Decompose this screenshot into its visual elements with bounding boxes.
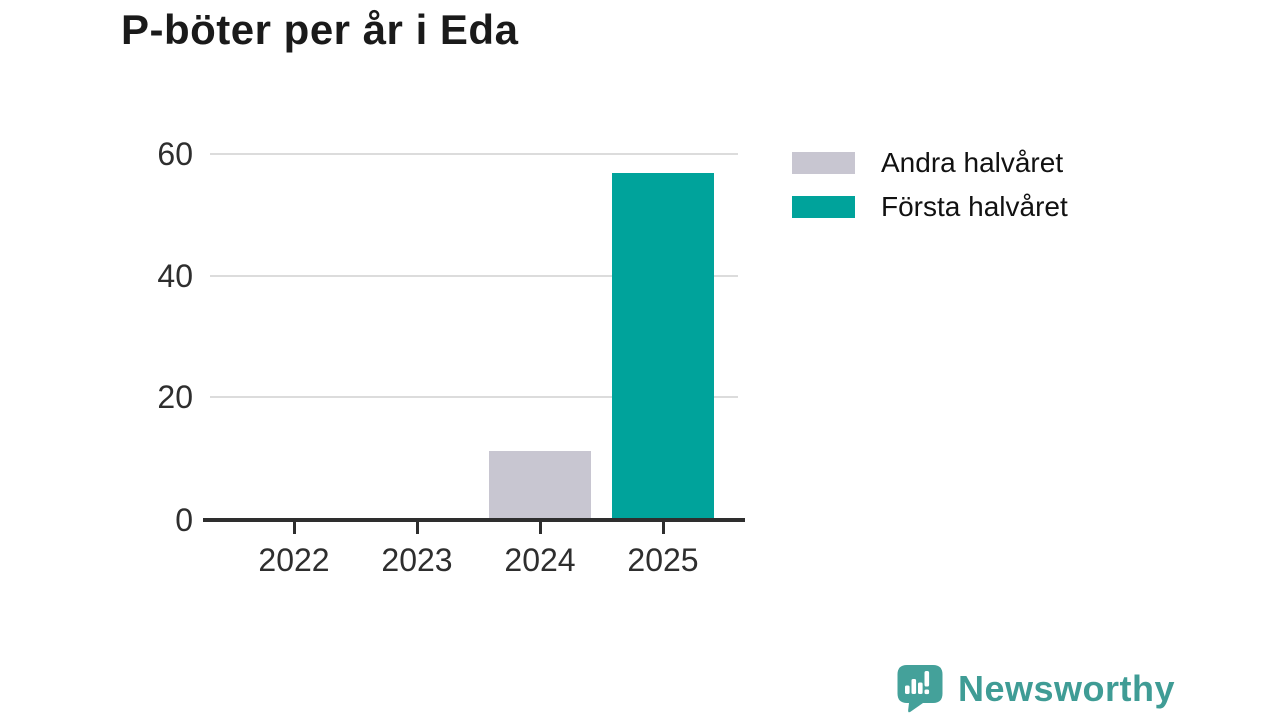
- legend-swatch-forsta-halvaret: [792, 196, 855, 218]
- y-tick-label-60: 60: [157, 136, 193, 173]
- x-axis-line: [203, 518, 745, 522]
- gridline-20: [210, 395, 738, 398]
- legend: Andra halvåret Första halvåret: [792, 147, 1068, 240]
- bar-2024-andra-halv-ret: [489, 451, 591, 518]
- bar-2025-f-rsta-halv-ret: [612, 172, 714, 518]
- x-tick-label-2022: 2022: [258, 542, 330, 578]
- x-tick-label-2023: 2023: [381, 542, 453, 578]
- y-tick-label-20: 20: [157, 378, 193, 415]
- brand-name: Newsworthy: [958, 667, 1176, 709]
- legend-label: Första halvåret: [881, 191, 1068, 222]
- x-tick-label-2025: 2025: [627, 542, 699, 578]
- gridline-60: [210, 153, 738, 156]
- x-tick-2022: [293, 522, 296, 534]
- y-tick-label-40: 40: [157, 257, 193, 294]
- chart-title: P-böter per år i Eda: [121, 6, 519, 53]
- y-tick-label-0: 0: [175, 502, 193, 538]
- newsworthy-logo-icon: [897, 665, 943, 713]
- legend-swatch-andra-halvaret: [792, 152, 855, 174]
- x-tick-2025: [662, 522, 665, 534]
- x-tick-2024: [539, 522, 542, 534]
- x-tick-label-2024: 2024: [504, 542, 576, 578]
- x-tick-2023: [416, 522, 419, 534]
- legend-item-forsta-halvaret: Första halvåret: [792, 191, 1068, 222]
- gridline-40: [210, 274, 738, 277]
- legend-label: Andra halvåret: [881, 147, 1064, 178]
- legend-item-andra-halvaret: Andra halvåret: [792, 147, 1068, 178]
- brand-footer: Newsworthy: [897, 664, 1175, 713]
